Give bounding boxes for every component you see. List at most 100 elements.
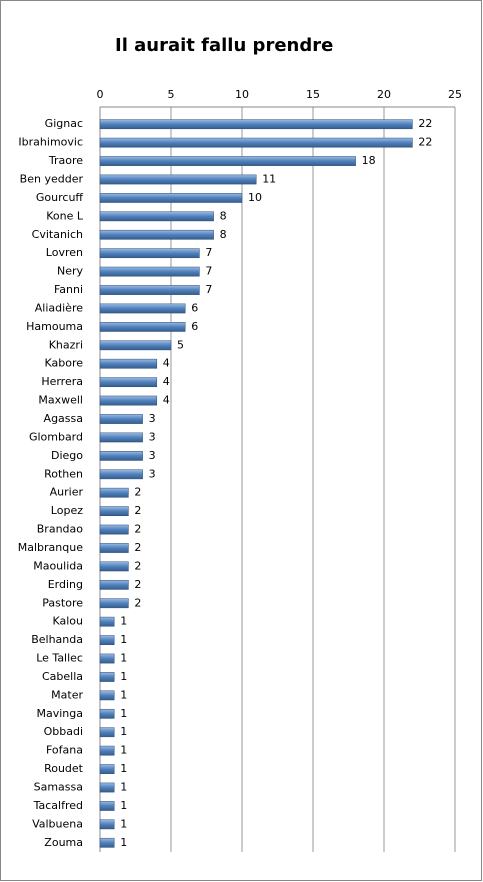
data-label: 2 (134, 559, 141, 572)
bar (99, 543, 129, 553)
y-tick-label: Aurier (50, 486, 84, 499)
data-label: 1 (120, 688, 127, 701)
bar (99, 469, 143, 480)
bar (99, 229, 214, 240)
data-label: 2 (134, 504, 141, 517)
y-tick-label: Herrera (41, 375, 83, 388)
data-label: 4 (163, 357, 170, 370)
data-label: 1 (120, 744, 127, 757)
y-tick-label: Valbuena (32, 817, 83, 830)
y-tick-label: Ben yedder (20, 172, 84, 185)
y-tick-label: Hamouma (26, 320, 83, 333)
data-label: 11 (262, 172, 276, 185)
data-label: 1 (120, 817, 127, 830)
data-label: 1 (120, 652, 127, 665)
y-tick-label: Fofana (46, 744, 83, 757)
bar (99, 506, 129, 516)
y-tick-label: Zouma (44, 836, 83, 849)
bar (99, 837, 115, 848)
x-tick-label: 20 (377, 88, 391, 101)
data-label: 7 (205, 265, 212, 278)
data-label: 2 (134, 578, 141, 591)
data-label: 7 (205, 246, 212, 259)
data-label: 10 (248, 191, 262, 204)
bar (99, 193, 243, 203)
data-label: 8 (220, 209, 227, 222)
data-label: 6 (191, 301, 198, 314)
data-label: 1 (120, 633, 127, 646)
bar (99, 598, 129, 609)
bar (99, 156, 356, 166)
x-tick-label: 10 (235, 88, 249, 101)
data-label: 22 (418, 136, 432, 149)
y-tick-label: Maoulida (33, 559, 83, 572)
bar (99, 395, 158, 406)
data-label: 2 (134, 596, 141, 609)
bar (99, 414, 143, 424)
bar (99, 653, 115, 664)
y-tick-label: Roudet (44, 762, 84, 775)
data-label: 2 (134, 523, 141, 536)
bar (99, 745, 115, 756)
bar (99, 174, 257, 185)
bar (99, 616, 115, 627)
data-label: 6 (191, 320, 198, 333)
y-tick-label: Ibrahimovic (18, 136, 83, 149)
data-label: 1 (120, 836, 127, 849)
y-tick-label: Kalou (52, 615, 83, 628)
x-tick-label: 25 (448, 88, 462, 101)
bar (99, 819, 115, 830)
bar (99, 119, 413, 130)
y-tick-label: Diego (51, 449, 83, 462)
data-label: 2 (134, 541, 141, 554)
data-label: 1 (120, 762, 127, 775)
data-label: 1 (120, 615, 127, 628)
y-tick-label: Cvitanich (32, 228, 83, 241)
y-tick-label: Agassa (44, 412, 83, 425)
bar (99, 727, 115, 738)
y-tick-label: Tacalfred (33, 799, 83, 812)
bar (99, 340, 172, 351)
y-tick-label: Samassa (34, 781, 83, 794)
bar (99, 266, 200, 277)
data-label: 22 (418, 117, 432, 130)
data-label: 3 (149, 412, 156, 425)
y-tick-label: Le Tallec (36, 652, 83, 665)
y-tick-label: Khazri (49, 338, 83, 351)
bar (99, 451, 143, 461)
data-label: 1 (120, 725, 127, 738)
data-label: 1 (120, 781, 127, 794)
bar (99, 524, 129, 535)
data-label: 4 (163, 394, 170, 407)
data-label: 3 (149, 467, 156, 480)
bar (99, 708, 115, 719)
x-tick-label: 5 (168, 88, 175, 101)
bar (99, 764, 115, 774)
data-label: 1 (120, 670, 127, 683)
x-tick-label: 0 (97, 88, 104, 101)
y-tick-label: Mater (51, 688, 83, 701)
y-tick-label: Obbadi (44, 725, 83, 738)
bar (99, 285, 200, 295)
data-label: 2 (134, 486, 141, 499)
y-tick-label: Lopez (51, 504, 83, 517)
y-tick-label: Nery (57, 265, 84, 278)
bar (99, 782, 115, 793)
y-tick-label: Pastore (42, 596, 83, 609)
y-tick-label: Glombard (29, 430, 83, 443)
bar (99, 211, 214, 222)
y-tick-label: Gignac (45, 117, 83, 130)
bar (99, 432, 143, 443)
bar (99, 377, 158, 388)
bar (99, 303, 186, 314)
bar (99, 248, 200, 259)
y-tick-label: Maxwell (38, 394, 83, 407)
bar (99, 561, 129, 572)
data-label: 1 (120, 799, 127, 812)
bar (99, 801, 115, 811)
y-tick-label: Kone L (46, 209, 84, 222)
y-tick-label: Aliadière (35, 301, 83, 314)
data-label: 5 (177, 338, 184, 351)
data-label: 18 (362, 154, 376, 167)
